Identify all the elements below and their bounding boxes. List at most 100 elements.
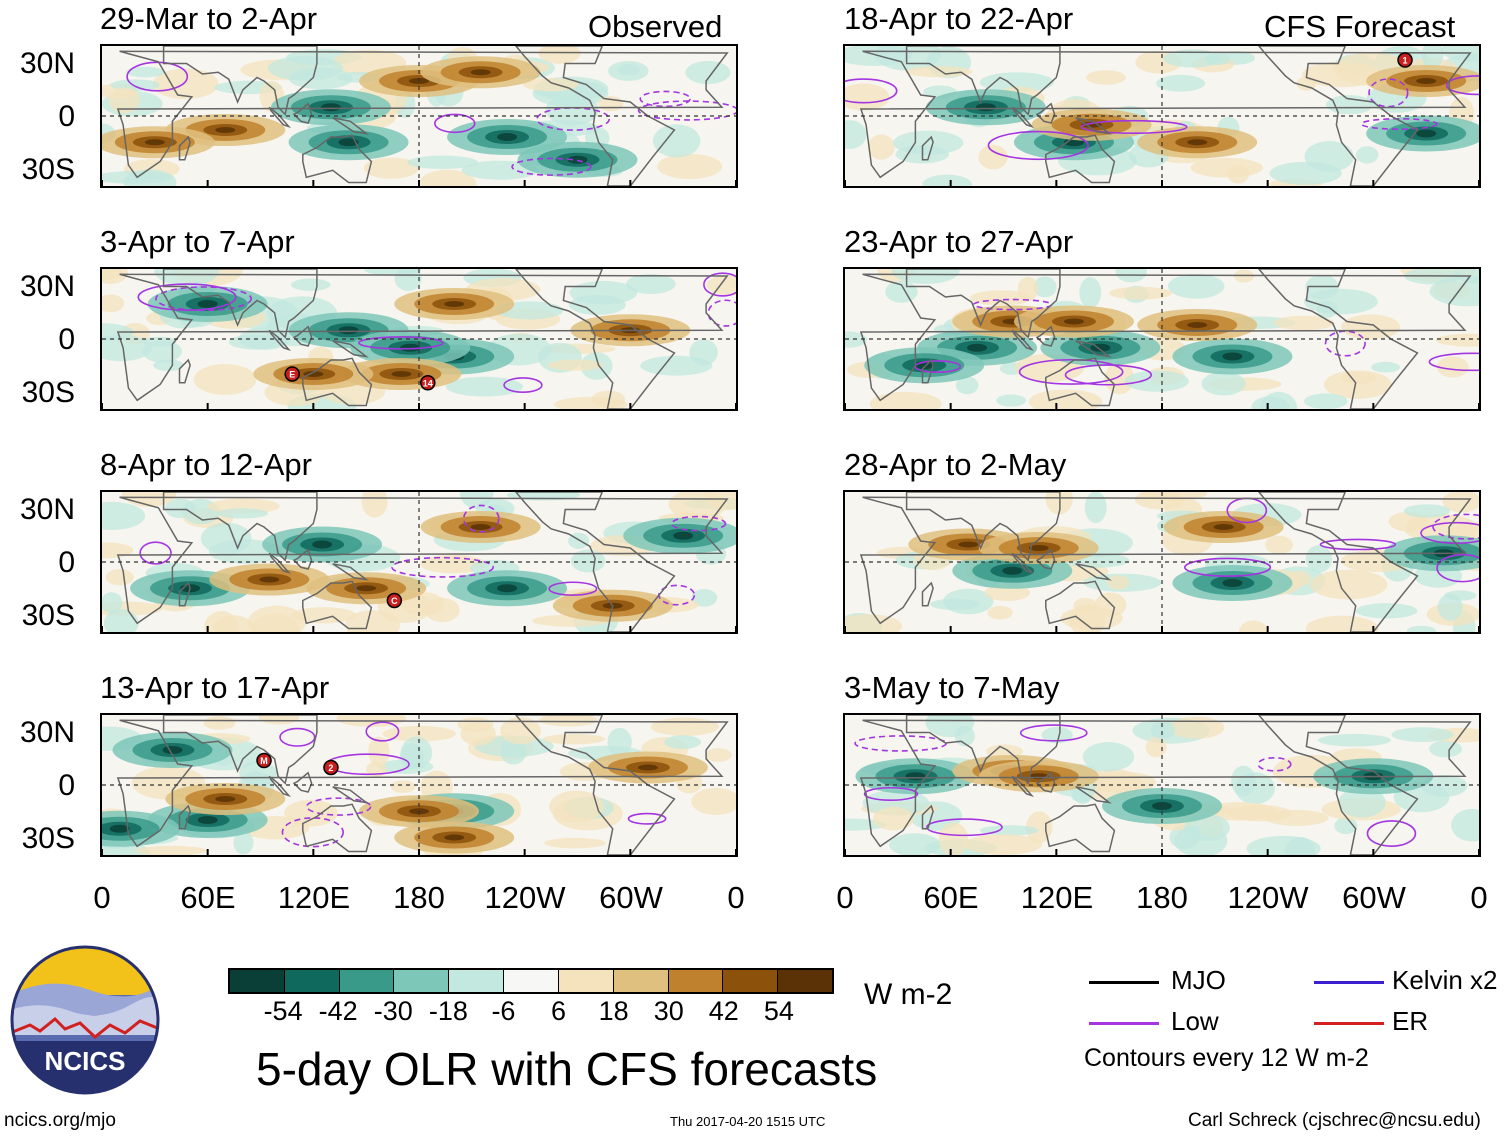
coastline <box>905 715 1061 785</box>
low-contour <box>1428 352 1479 372</box>
y-tick-0: 0 <box>58 323 75 356</box>
low-contour <box>137 283 237 312</box>
wet-anomaly <box>1416 129 1437 138</box>
coastline <box>302 803 373 853</box>
low-contour <box>1368 78 1409 108</box>
olr-anomaly-blob <box>704 492 736 511</box>
dry-anomaly <box>637 764 658 771</box>
x-tick: 60E <box>180 880 236 915</box>
wet-anomaly <box>905 772 926 781</box>
olr-anomaly-blob <box>394 269 422 291</box>
olr-anomaly-blob <box>1338 787 1386 818</box>
olr-anomaly-blob <box>1033 276 1057 298</box>
coastline <box>1035 771 1056 793</box>
footer-url[interactable]: ncics.org/mjo <box>4 1110 116 1131</box>
low-contour <box>279 727 316 747</box>
coastline <box>268 552 292 575</box>
olr-anomaly-blob <box>1421 46 1444 69</box>
olr-anomaly-blob <box>1060 606 1123 630</box>
panel-title-4: 13-Apr to 17-Apr <box>100 670 330 705</box>
olr-field <box>845 715 1479 855</box>
x-tick: 0 <box>836 880 854 915</box>
olr-anomaly-blob <box>267 55 344 81</box>
panel-title-6: 23-Apr to 27-Apr <box>844 224 1074 259</box>
legend-line-kelvin <box>1314 981 1384 984</box>
cyclone-marker-label: E <box>289 370 295 380</box>
figure-title: 5-day OLR with CFS forecasts <box>256 1043 878 1095</box>
coastline <box>514 46 676 186</box>
coastline <box>302 580 373 630</box>
panel-title-3: 8-Apr to 12-Apr <box>100 447 312 482</box>
wet-anomaly <box>673 531 694 540</box>
colorbar <box>228 968 834 994</box>
dry-anomaly <box>1187 322 1208 328</box>
coastline <box>116 50 729 179</box>
colorbar-swatch <box>723 970 779 992</box>
olr-anomaly-blob <box>1028 389 1103 409</box>
olr-anomaly-blob <box>905 66 973 78</box>
legend-label-mjo: MJO <box>1171 965 1226 995</box>
olr-anomaly-blob <box>1264 535 1294 554</box>
coastline <box>1035 102 1056 124</box>
cyclone-marker: M <box>256 752 272 769</box>
colorbar-label: -42 <box>318 996 358 1026</box>
x-tick: 60W <box>1342 880 1406 915</box>
coastline <box>292 548 313 570</box>
dry-anomaly <box>1416 78 1437 84</box>
x-tick: 60E <box>923 880 979 915</box>
olr-field: 1 <box>845 46 1479 186</box>
olr-anomaly-blob <box>1107 575 1129 590</box>
colorbar-swatch <box>778 970 832 992</box>
coastline <box>292 771 313 793</box>
low-contour <box>1432 513 1479 540</box>
low-contour <box>854 735 947 752</box>
cyclone-marker: C <box>386 592 403 609</box>
colorbar-swatch <box>230 970 285 992</box>
olr-anomaly-blob <box>1084 492 1107 524</box>
coastline <box>292 102 313 124</box>
cyclone-marker-label: C <box>391 596 398 606</box>
coastline <box>302 357 373 407</box>
coastline <box>1035 548 1056 570</box>
olr-anomaly-blob <box>987 605 1013 620</box>
olr-anomaly-blob <box>193 363 257 395</box>
olr-anomaly-blob <box>1238 620 1268 632</box>
cyclone-marker: 2 <box>323 759 339 776</box>
olr-anomaly-blob <box>862 790 930 816</box>
olr-anomaly-blob <box>685 60 731 85</box>
olr-anomaly-blob <box>1341 314 1401 340</box>
dry-anomaly <box>215 796 236 802</box>
dry-anomaly <box>1028 545 1049 551</box>
colorbar-swatch <box>284 970 340 992</box>
olr-anomaly-blob <box>135 845 207 855</box>
y-tick-30s: 30S <box>21 599 75 632</box>
low-contour <box>503 377 543 394</box>
olr-anomaly-blob <box>1017 276 1039 302</box>
y-tick-0: 0 <box>58 546 75 579</box>
coastline <box>268 106 292 129</box>
olr-anomaly-blob <box>523 78 579 92</box>
olr-anomaly-blob <box>1323 370 1392 399</box>
olr-anomaly-blob <box>212 615 255 632</box>
dry-anomaly <box>444 301 465 307</box>
coastline <box>859 719 1472 848</box>
coastline <box>162 492 318 562</box>
panel-title-8: 3-May to 7-May <box>844 670 1060 705</box>
olr-anomaly-blob <box>233 830 254 855</box>
panel-title-2: 3-Apr to 7-Apr <box>100 224 295 259</box>
low-contour <box>639 90 691 108</box>
olr-anomaly-blob <box>459 492 494 509</box>
olr-anomaly-blob <box>390 780 416 793</box>
low-contour <box>637 100 736 121</box>
coastline <box>921 804 934 830</box>
coastline <box>514 492 676 632</box>
colorbar-swatch <box>339 970 395 992</box>
olr-anomaly-blob <box>942 588 994 615</box>
x-tick: 120W <box>1227 880 1309 915</box>
footer-timestamp: Thu 2017-04-20 1515 UTC <box>670 1114 826 1129</box>
colorbar-swatch <box>558 970 614 992</box>
colorbar-label: -30 <box>373 996 413 1026</box>
low-contour <box>863 786 919 802</box>
low-contour <box>281 817 344 848</box>
